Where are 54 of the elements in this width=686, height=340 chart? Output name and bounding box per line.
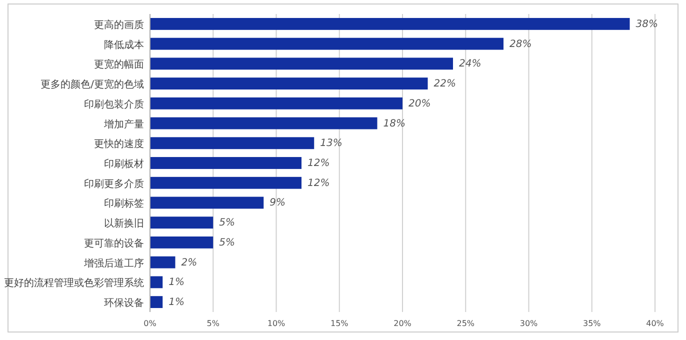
bar bbox=[150, 236, 214, 248]
y-tick-label: 增强后道工序 bbox=[83, 257, 144, 270]
bar bbox=[150, 78, 428, 90]
x-tick-label: 20% bbox=[394, 319, 412, 328]
data-label: 18% bbox=[383, 118, 406, 130]
data-label: 12% bbox=[308, 178, 330, 189]
data-label: 24% bbox=[459, 58, 482, 70]
bar bbox=[150, 58, 453, 70]
x-tick-label: 25% bbox=[456, 319, 475, 328]
x-tick-label: 5% bbox=[206, 319, 220, 328]
y-tick-label: 环保设备 bbox=[104, 297, 144, 310]
bar bbox=[150, 157, 302, 169]
bar bbox=[150, 276, 163, 288]
y-tick-label: 更高的画质 bbox=[94, 18, 144, 31]
x-tick-label: 15% bbox=[330, 319, 349, 328]
y-tick-label: 以新换旧 bbox=[104, 218, 144, 230]
bar bbox=[150, 196, 264, 209]
y-tick-label: 印刷标签 bbox=[104, 198, 144, 210]
bar bbox=[150, 117, 378, 130]
y-tick-label: 印刷板材 bbox=[104, 158, 144, 170]
data-label: 38% bbox=[636, 18, 658, 30]
x-tick-label: 0% bbox=[144, 319, 157, 328]
bar bbox=[150, 256, 176, 268]
y-tick-label: 更宽的幅面 bbox=[94, 58, 144, 71]
bar bbox=[150, 137, 314, 150]
data-label: 20% bbox=[408, 98, 431, 110]
bar bbox=[150, 216, 214, 229]
data-label: 1% bbox=[168, 277, 184, 288]
data-label: 22% bbox=[434, 78, 456, 90]
y-tick-label: 印刷更多介质 bbox=[84, 178, 144, 190]
bar bbox=[150, 296, 163, 308]
x-tick-label: 40% bbox=[646, 319, 664, 328]
x-tick-label: 10% bbox=[267, 319, 286, 328]
data-label: 28% bbox=[510, 38, 532, 50]
bar bbox=[150, 176, 302, 189]
data-label: 1% bbox=[168, 297, 184, 308]
data-label: 5% bbox=[219, 218, 235, 229]
bar bbox=[150, 38, 504, 50]
data-label: 12% bbox=[308, 158, 330, 169]
y-tick-label: 降低成本 bbox=[104, 38, 144, 51]
data-label: 2% bbox=[181, 257, 198, 268]
x-tick-label: 35% bbox=[582, 319, 602, 328]
y-tick-label: 更多的颜色/更宽的色域 bbox=[40, 78, 144, 91]
y-tick-label: 增加产量 bbox=[103, 118, 144, 130]
data-label: 9% bbox=[270, 198, 286, 209]
data-label: 5% bbox=[219, 237, 235, 248]
bar bbox=[150, 18, 630, 30]
y-tick-label: 更好的流程管理或色彩管理系统 bbox=[4, 277, 144, 290]
y-tick-label: 更快的速度 bbox=[94, 138, 144, 150]
y-tick-label: 印刷包装介质 bbox=[84, 98, 144, 110]
data-label: 13% bbox=[320, 138, 342, 150]
y-tick-label: 更可靠的设备 bbox=[84, 237, 144, 250]
x-tick-label: 30% bbox=[520, 319, 538, 328]
bar bbox=[150, 97, 402, 110]
